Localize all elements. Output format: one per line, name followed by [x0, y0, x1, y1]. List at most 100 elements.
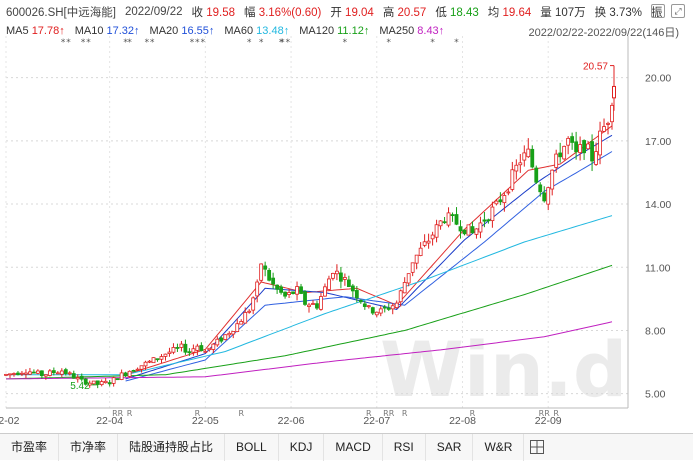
- candle: [358, 299, 363, 304]
- tab-1[interactable]: 市净率: [59, 433, 119, 461]
- event-mark-bottom[interactable]: R: [238, 409, 244, 418]
- candle: [103, 377, 108, 384]
- event-mark-bottom[interactable]: R: [470, 409, 476, 418]
- candle: [67, 371, 72, 376]
- event-mark-top[interactable]: *: [258, 38, 263, 48]
- ma-legend-ma10: MA10 17.32↑: [75, 25, 140, 37]
- turnover-value: 3.73%: [609, 7, 642, 19]
- candle: [127, 370, 132, 378]
- event-mark-top[interactable]: **: [60, 38, 71, 48]
- x-tick-label: 22-04: [96, 415, 123, 427]
- event-mark-top[interactable]: **: [144, 38, 155, 48]
- tab-3[interactable]: BOLL: [225, 433, 279, 461]
- event-mark-bottom[interactable]: R: [127, 409, 133, 418]
- candle: [335, 264, 339, 281]
- tab-7[interactable]: SAR: [426, 433, 474, 461]
- candle: [350, 283, 355, 298]
- volume-label: 量: [540, 7, 552, 19]
- candle: [466, 224, 471, 236]
- x-tick-label: 22-07: [363, 415, 390, 427]
- expand-icon[interactable]: ⤢: [671, 4, 685, 18]
- chart-watermark: Win.d: [380, 325, 627, 414]
- candle: [470, 221, 475, 234]
- candle: [323, 283, 327, 297]
- event-mark-top[interactable]: *: [123, 38, 128, 48]
- candle: [518, 154, 523, 173]
- ma-line-ma120: [5, 264, 613, 380]
- event-mark-top[interactable]: *: [246, 38, 251, 48]
- candle: [422, 234, 427, 248]
- candle: [171, 343, 176, 355]
- candle: [315, 300, 319, 311]
- candle: [99, 379, 104, 387]
- candle: [454, 207, 459, 226]
- event-mark-bottom[interactable]: RR: [383, 409, 395, 418]
- candle: [255, 279, 260, 303]
- tab-0[interactable]: 市盈率: [0, 433, 60, 461]
- candle: [8, 373, 12, 379]
- candle: [502, 192, 507, 212]
- y-tick-label: 5.00: [645, 389, 666, 401]
- open-value: 19.04: [345, 7, 374, 19]
- candlestick-chart[interactable]: Win.d 20.00 17.00 14.00 11.00 8.00 5.00 22-02…: [0, 36, 693, 428]
- event-mark-top[interactable]: *: [342, 38, 347, 48]
- event-mark-top[interactable]: **: [80, 38, 91, 48]
- tab-5[interactable]: MACD: [324, 433, 383, 461]
- close-value: 19.58: [206, 7, 235, 19]
- candle: [510, 161, 515, 192]
- change-value: 3.16%(0.60): [258, 7, 322, 19]
- candle: [590, 134, 594, 172]
- tab-6[interactable]: RSI: [383, 433, 426, 461]
- candle: [203, 349, 208, 353]
- amplitude-label: 振: [650, 7, 663, 19]
- ma-legend-value: 11.12↑: [337, 25, 370, 37]
- x-tick-label: 22-09: [535, 415, 562, 427]
- y-tick-label: 20.00: [645, 73, 671, 85]
- candle: [167, 347, 172, 357]
- candle: [406, 273, 411, 287]
- minimize-icon[interactable]: −: [651, 4, 665, 18]
- candle: [414, 254, 419, 270]
- candle: [283, 291, 287, 299]
- event-mark-top[interactable]: *: [127, 38, 132, 48]
- tab-8[interactable]: W&R: [473, 433, 525, 461]
- candle: [342, 273, 347, 286]
- indicator-tab-bar: 市盈率 市净率 陆股通持股占比 BOLL KDJ MACD RSI SAR W&R: [0, 433, 693, 461]
- candle: [259, 263, 264, 282]
- event-mark-top[interactable]: *: [386, 38, 391, 48]
- tab-4[interactable]: KDJ: [279, 433, 325, 461]
- event-mark-bottom[interactable]: R: [553, 409, 559, 418]
- candle: [155, 358, 160, 362]
- grid-layout-icon[interactable]: [530, 440, 545, 454]
- candle: [291, 291, 295, 295]
- candle: [538, 182, 543, 197]
- event-mark-top[interactable]: *: [454, 38, 459, 48]
- event-mark-bottom[interactable]: R: [195, 409, 201, 418]
- candle: [498, 192, 503, 206]
- event-mark-bottom[interactable]: RR: [112, 409, 124, 418]
- ma-legend-ma250: MA250 8.43↑: [379, 25, 444, 37]
- candle: [75, 374, 80, 383]
- candle: [247, 309, 252, 314]
- event-mark-top[interactable]: ***: [189, 38, 205, 48]
- tab-2[interactable]: 陆股通持股占比: [118, 433, 226, 461]
- candle: [474, 228, 479, 239]
- low-annotation: 5.42: [70, 381, 90, 392]
- candle: [530, 145, 535, 169]
- event-mark-top[interactable]: *: [430, 38, 435, 48]
- quote-info-row: 600026.SH[中远海能] 2022/09/22 收 19.58 幅 3.1…: [6, 3, 662, 21]
- candle: [107, 379, 112, 387]
- event-mark-top[interactable]: *: [278, 38, 283, 48]
- candle: [35, 369, 40, 375]
- candle: [522, 145, 527, 167]
- candle: [275, 284, 280, 294]
- event-mark-bottom[interactable]: R: [402, 409, 408, 418]
- x-tick-label: 22-02: [0, 415, 20, 427]
- candle: [574, 131, 579, 160]
- event-mark-bottom[interactable]: R: [366, 409, 372, 418]
- candle: [219, 336, 224, 344]
- chart-grid: [5, 36, 628, 408]
- event-mark-top[interactable]: **: [280, 38, 291, 48]
- event-mark-bottom[interactable]: RR: [539, 409, 551, 418]
- candle: [578, 136, 583, 161]
